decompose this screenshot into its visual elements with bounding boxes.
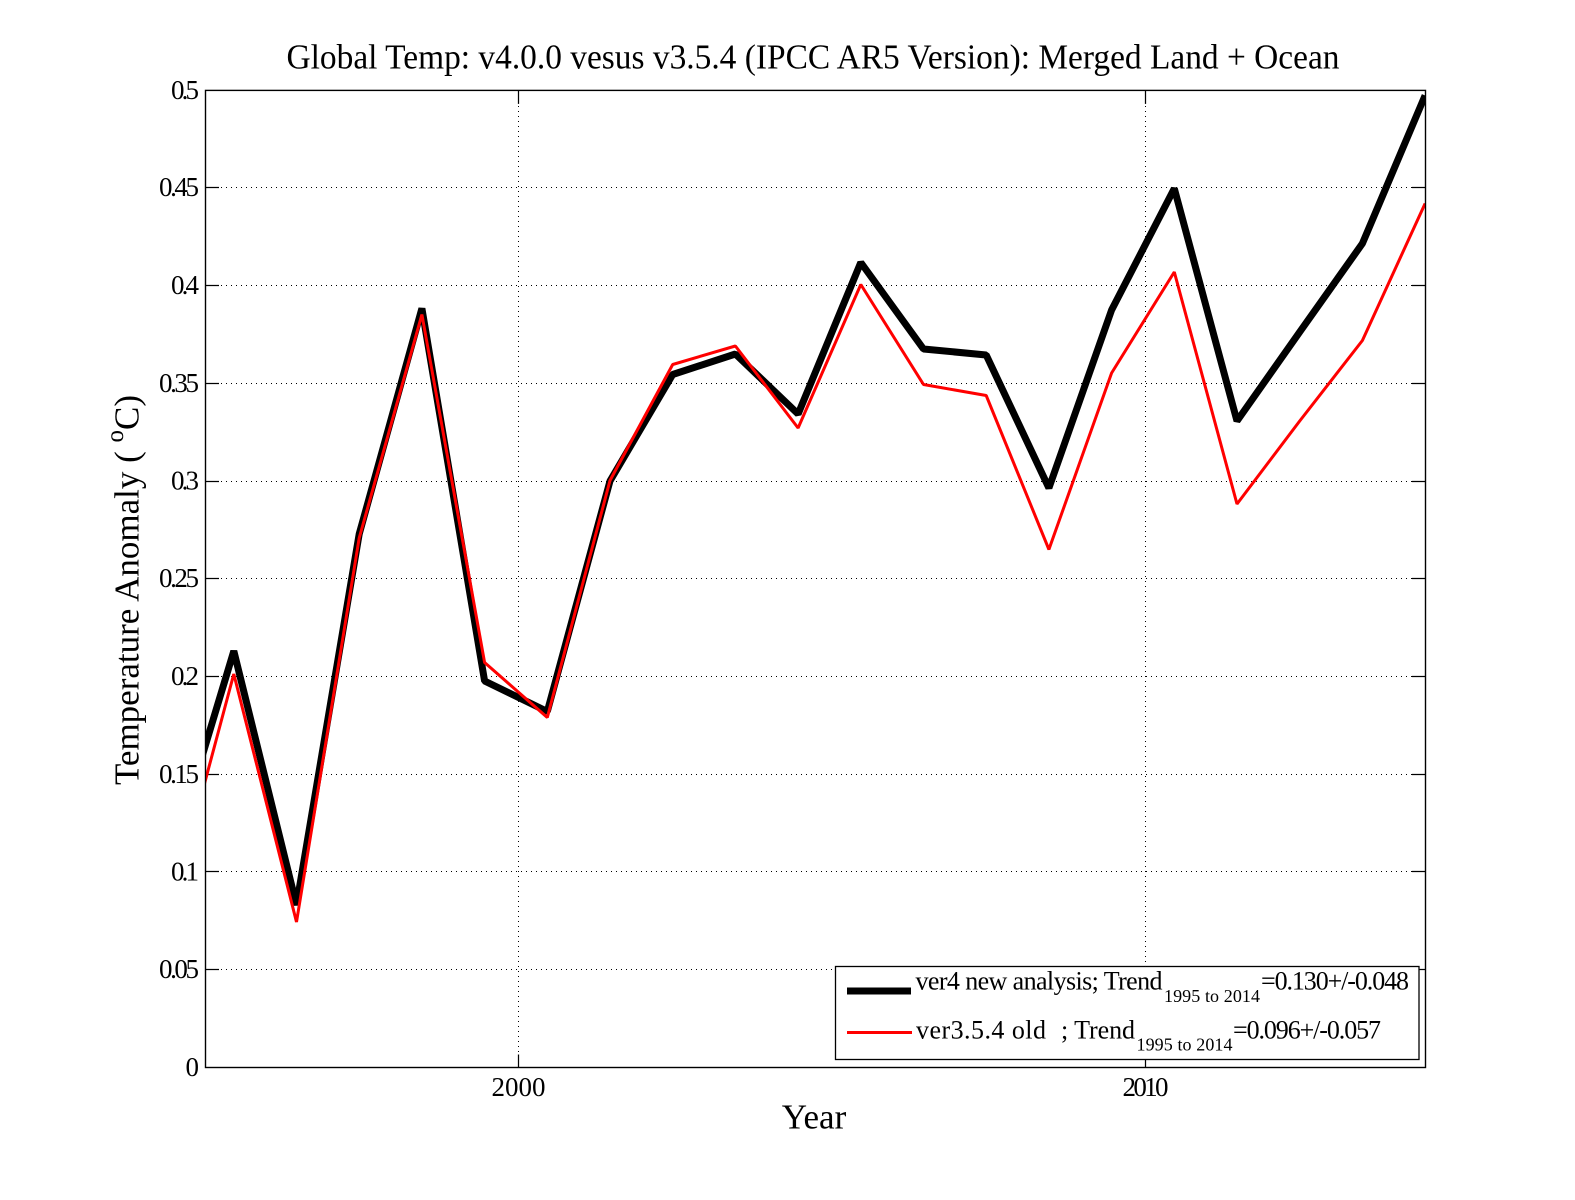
svg-text:2010: 2010	[1123, 1072, 1169, 1102]
svg-text:; Trend: ; Trend	[1061, 1016, 1135, 1045]
svg-text:0.5: 0.5	[171, 75, 199, 105]
svg-text:2000: 2000	[492, 1072, 546, 1102]
svg-text:0: 0	[186, 1052, 200, 1082]
svg-text:=0.096+/-0.057: =0.096+/-0.057	[1233, 1016, 1381, 1045]
svg-text:1995 to 2014: 1995 to 2014	[1137, 1035, 1233, 1055]
svg-text:0.1: 0.1	[171, 857, 199, 887]
svg-text:0.25: 0.25	[159, 563, 199, 593]
svg-text:0.45: 0.45	[159, 172, 199, 202]
svg-text:0.2: 0.2	[171, 661, 199, 691]
svg-text:ver3.5.4 old: ver3.5.4 old	[916, 1016, 1046, 1045]
svg-text:1995 to 2014: 1995 to 2014	[1164, 986, 1260, 1006]
svg-text:0.05: 0.05	[159, 954, 199, 984]
svg-text:0.4: 0.4	[171, 270, 200, 300]
svg-text:Year: Year	[782, 1098, 847, 1137]
svg-text:0.35: 0.35	[159, 368, 199, 398]
svg-text:Global Temp: v4.0.0 vesus v3.5: Global Temp: v4.0.0 vesus v3.5.4 (IPCC A…	[287, 38, 1340, 77]
svg-text:0.15: 0.15	[159, 759, 199, 789]
svg-text:Temperature Anomaly ( oC): Temperature Anomaly ( oC)	[102, 395, 147, 785]
svg-text:=0.130+/-0.048: =0.130+/-0.048	[1261, 967, 1409, 996]
svg-text:0.3: 0.3	[171, 466, 199, 496]
svg-text:ver4 new analysis; Trend: ver4 new analysis; Trend	[916, 967, 1163, 996]
